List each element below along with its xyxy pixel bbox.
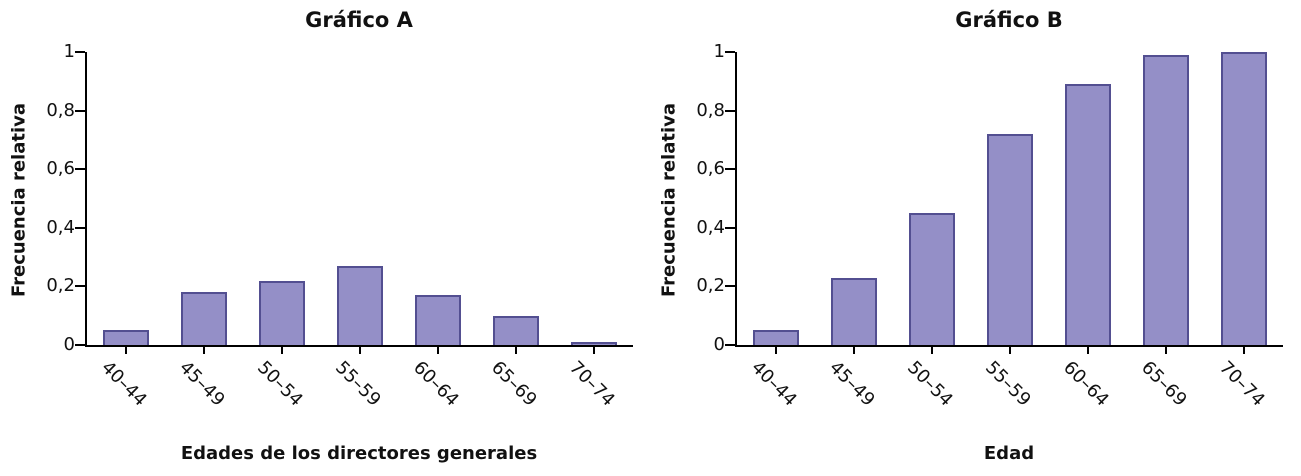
y-axis-label: Frecuencia relativa — [8, 102, 30, 297]
x-tick-mark — [775, 345, 777, 354]
chart-grafico-b: Gráfico B Frecuencia relativa 0 0,2 0,4 0,6… — [650, 8, 1300, 476]
x-tick-mark — [1243, 345, 1245, 354]
chart-title: Gráfico A — [305, 8, 413, 32]
chart-grafico-a: Gráfico A Frecuencia relativa 0 0,2 0,4 0,6… — [0, 8, 650, 476]
bar — [337, 265, 383, 345]
plot-area: 0 0,2 0,4 0,6 0,8 1 40–44 45–49 50–54 55–59 60–64 6… — [46, 41, 633, 411]
plot-area: 0 0,2 0,4 0,6 0,8 1 40–44 45–49 50–54 55–59 60–64 6… — [696, 41, 1283, 411]
y-tick-mark — [75, 109, 85, 112]
x-tick-label: 60–64 — [409, 357, 463, 411]
x-tick-label: 60–64 — [1059, 357, 1113, 411]
y-tick-label: 0,4 — [696, 216, 725, 238]
y-tick-mark — [725, 344, 735, 346]
x-axis-label: Edad — [983, 443, 1035, 464]
x-tick-label: 40–44 — [747, 357, 801, 411]
y-tick-label: 0,4 — [46, 216, 75, 238]
y-tick-label: 0,2 — [46, 275, 75, 297]
y-tick-mark — [725, 226, 735, 229]
bar — [259, 280, 305, 345]
x-tick-mark — [359, 345, 361, 354]
y-axis-label: Frecuencia relativa — [658, 102, 680, 297]
x-tick-mark — [593, 345, 595, 354]
x-tick-label: 45–49 — [825, 357, 879, 411]
x-tick-mark — [125, 345, 127, 354]
x-tick-mark — [281, 345, 283, 354]
bar — [571, 342, 617, 345]
x-tick-mark — [515, 345, 517, 354]
x-tick-mark — [1009, 345, 1011, 354]
x-tick-mark — [1087, 345, 1089, 354]
y-tick-label: 0 — [713, 334, 725, 355]
y-tick-mark — [725, 168, 735, 171]
x-tick-label: 50–54 — [903, 357, 957, 411]
chart-body: Frecuencia relativa 0 0,2 0,4 0,6 0,8 1 40–44 4… — [659, 41, 1283, 411]
bar — [987, 134, 1033, 345]
y-tick-label: 1 — [713, 41, 725, 62]
bar — [493, 315, 539, 345]
y-tick-label: 0,2 — [696, 275, 725, 297]
bar — [103, 330, 149, 345]
y-tick-mark — [75, 344, 85, 346]
x-tick-mark — [203, 345, 205, 354]
chart-title: Gráfico B — [955, 8, 1063, 32]
bar — [831, 277, 877, 345]
chart-body: Frecuencia relativa 0 0,2 0,4 0,6 0,8 1 40–44 4… — [9, 41, 633, 411]
x-tick-mark — [931, 345, 933, 354]
x-tick-label: 65–69 — [487, 357, 541, 411]
bar — [415, 295, 461, 345]
x-tick-label: 45–49 — [175, 357, 229, 411]
x-tick-label: 70–74 — [1215, 357, 1269, 411]
y-tick-mark — [75, 51, 85, 53]
x-tick-mark — [853, 345, 855, 354]
x-tick-label: 50–54 — [253, 357, 307, 411]
y-tick-mark — [75, 285, 85, 288]
bar — [1143, 54, 1189, 345]
x-tick-mark — [1165, 345, 1167, 354]
y-tick-label: 0,8 — [46, 99, 75, 121]
y-tick-mark — [75, 168, 85, 171]
y-tick-mark — [725, 51, 735, 53]
bar — [181, 292, 227, 345]
y-tick-mark — [725, 285, 735, 288]
y-tick-label: 1 — [63, 41, 75, 62]
y-tick-label: 0 — [63, 334, 75, 355]
y-tick-label: 0,8 — [696, 99, 725, 121]
y-tick-mark — [725, 109, 735, 112]
x-tick-mark — [437, 345, 439, 354]
x-tick-label: 40–44 — [97, 357, 151, 411]
x-tick-label: 55–59 — [981, 357, 1035, 411]
y-tick-label: 0,6 — [46, 158, 75, 180]
x-tick-label: 55–59 — [331, 357, 385, 411]
x-tick-label: 70–74 — [565, 357, 619, 411]
bar — [1065, 84, 1111, 345]
x-tick-label: 65–69 — [1137, 357, 1191, 411]
bar — [753, 330, 799, 345]
y-tick-mark — [75, 226, 85, 229]
y-tick-label: 0,6 — [696, 158, 725, 180]
x-axis-label: Edades de los directores generales — [180, 443, 538, 464]
bar — [909, 213, 955, 345]
bar — [1221, 52, 1267, 345]
